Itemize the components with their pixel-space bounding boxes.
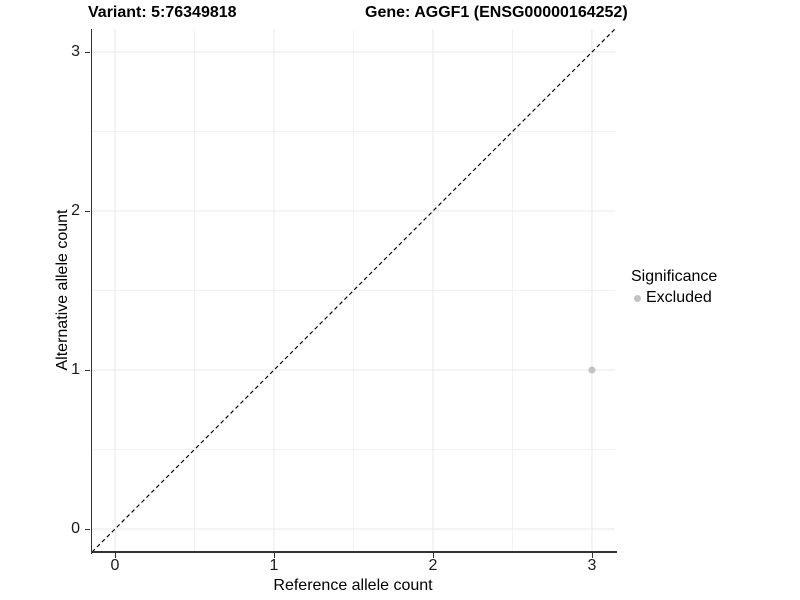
legend-title: Significance xyxy=(631,268,718,285)
y-tick-mark xyxy=(85,51,90,53)
plot-area-svg xyxy=(92,29,615,552)
variant-title: Variant: 5:76349818 xyxy=(88,4,237,21)
y-tick-mark xyxy=(85,369,90,371)
x-tick-mark xyxy=(273,552,275,558)
data-point xyxy=(588,366,596,374)
x-axis-title: Reference allele count xyxy=(273,577,433,594)
x-tick-label: 2 xyxy=(428,557,438,574)
y-tick-label: 0 xyxy=(71,520,80,537)
y-tick-mark xyxy=(85,210,90,212)
y-axis-line xyxy=(90,29,92,554)
x-axis-line xyxy=(90,551,617,553)
x-tick-mark xyxy=(114,552,116,558)
y-tick-mark xyxy=(85,528,90,530)
legend-key-dot-icon xyxy=(634,294,641,302)
x-tick-label: 1 xyxy=(269,557,279,574)
y-axis-title: Alternative allele count xyxy=(54,209,71,371)
x-tick-mark xyxy=(432,552,434,558)
legend-item-excluded: Excluded xyxy=(631,289,717,307)
gene-title: Gene: AGGF1 (ENSG00000164252) xyxy=(365,4,628,21)
plot-panel xyxy=(92,29,615,552)
y-tick-label: 3 xyxy=(71,43,80,60)
y-tick-label: 1 xyxy=(71,361,80,378)
x-tick-label: 3 xyxy=(587,557,597,574)
x-tick-label: 0 xyxy=(110,557,120,574)
y-tick-label: 2 xyxy=(71,202,80,219)
legend: Significance Excluded xyxy=(631,267,717,307)
x-tick-mark xyxy=(591,552,593,558)
legend-item-label: Excluded xyxy=(646,289,712,306)
